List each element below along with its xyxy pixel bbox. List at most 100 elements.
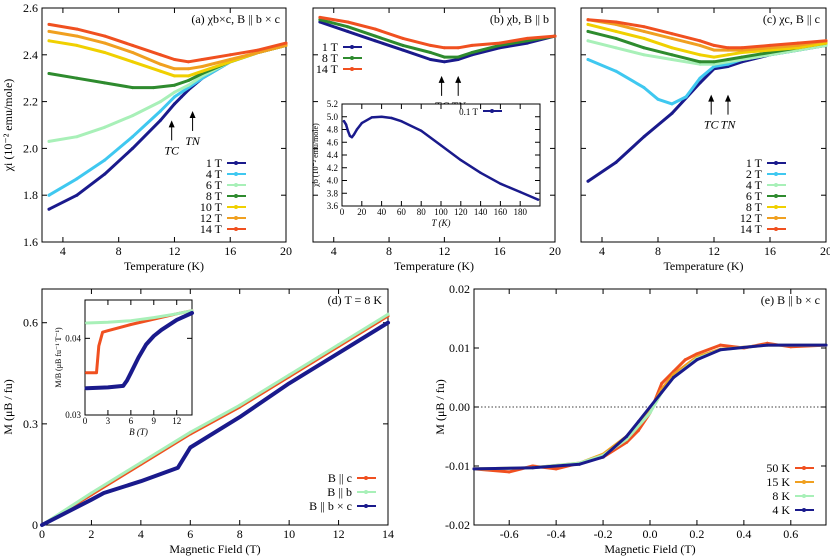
data-point bbox=[89, 491, 93, 495]
data-point bbox=[346, 25, 350, 29]
data-point bbox=[456, 46, 460, 50]
x-axis-label: Temperature (K) bbox=[124, 259, 204, 273]
y-tick-label: 0.6 bbox=[23, 316, 38, 330]
x-tick-label: -0.6 bbox=[500, 527, 519, 541]
data-point bbox=[47, 139, 51, 143]
data-point bbox=[159, 109, 162, 113]
data-point bbox=[459, 158, 462, 162]
data-point bbox=[642, 53, 646, 57]
data-point bbox=[740, 46, 744, 50]
legend-label: B || b × c bbox=[309, 499, 352, 513]
y-tick-label: 3.6 bbox=[327, 201, 339, 211]
data-point bbox=[47, 22, 51, 26]
data-point bbox=[768, 51, 772, 54]
legend-marker bbox=[234, 194, 238, 198]
panel-a: 4 8 12 16 20 1.6 1.8 2.0 2.2 2.4 2.6 Temperature (K… bbox=[1, 1, 292, 273]
x-tick-label: 12 bbox=[172, 416, 181, 426]
x-tick-label: 12 bbox=[168, 244, 180, 258]
data-point bbox=[726, 46, 730, 50]
data-point bbox=[346, 129, 350, 132]
data-point bbox=[740, 55, 744, 59]
legend-marker bbox=[774, 161, 778, 165]
data-point bbox=[228, 58, 232, 61]
data-point bbox=[642, 36, 646, 40]
x-tick-label: 8 bbox=[655, 244, 661, 258]
x-tick-label: 16 bbox=[494, 244, 506, 258]
data-point bbox=[131, 135, 135, 139]
data-point bbox=[670, 111, 674, 115]
data-point bbox=[173, 58, 176, 61]
data-point bbox=[85, 371, 88, 374]
x-tick-label: 20 bbox=[280, 244, 292, 258]
y-tick-label: 0.3 bbox=[23, 417, 38, 431]
data-point bbox=[614, 46, 618, 50]
data-point bbox=[47, 207, 51, 211]
data-point bbox=[578, 462, 582, 466]
data-point bbox=[352, 133, 356, 136]
data-point bbox=[238, 403, 242, 407]
series-line-1-T bbox=[586, 43, 828, 183]
data-point bbox=[173, 90, 176, 94]
data-point bbox=[47, 29, 51, 33]
data-point bbox=[186, 79, 190, 82]
data-point bbox=[636, 420, 640, 424]
annotation-arrowhead bbox=[708, 94, 715, 102]
legend-marker bbox=[234, 227, 238, 231]
data-point bbox=[400, 120, 403, 123]
data-point bbox=[103, 125, 107, 129]
legend-label: 12 T bbox=[200, 211, 223, 225]
series-line-6-T bbox=[47, 43, 288, 143]
data-point bbox=[159, 53, 162, 57]
x-axis-label: Magnetic Field (T) bbox=[169, 542, 260, 556]
data-point bbox=[186, 60, 190, 64]
data-point bbox=[683, 358, 687, 362]
legend-marker bbox=[234, 172, 238, 176]
data-point bbox=[636, 429, 640, 433]
data-point bbox=[642, 29, 646, 33]
panel-title: (b) χb, B || b bbox=[490, 12, 549, 26]
data-point bbox=[106, 321, 110, 324]
data-point bbox=[131, 86, 135, 90]
y-tick-label: 2.6 bbox=[23, 1, 38, 15]
y-tick-label: 1.6 bbox=[23, 235, 38, 249]
x-tick-label: 0 bbox=[39, 527, 45, 541]
y-tick-label: 4.2 bbox=[327, 163, 338, 173]
legend-marker bbox=[234, 205, 238, 209]
y-axis-label: M (μB / fu) bbox=[433, 379, 447, 434]
data-point bbox=[75, 135, 79, 139]
data-point bbox=[373, 27, 377, 31]
data-point bbox=[337, 351, 341, 355]
legend-label: 8 T bbox=[322, 51, 339, 65]
data-point bbox=[159, 62, 162, 66]
data-point bbox=[656, 97, 660, 101]
legend-label: 1 T bbox=[322, 40, 339, 54]
legend-marker bbox=[802, 480, 806, 484]
panel-title: (e) B || b × c bbox=[761, 293, 820, 307]
x-tick-label: 16 bbox=[224, 244, 236, 258]
series-line-B-b bbox=[85, 309, 194, 325]
legend-label: 4 T bbox=[746, 178, 763, 192]
data-point bbox=[344, 123, 348, 126]
data-point bbox=[670, 53, 674, 57]
data-point bbox=[479, 171, 482, 174]
data-point bbox=[614, 20, 618, 24]
panel-b-inset: 0 20 40 60 80 100 120 140 160 180 3.6 3.8 4.0 4.2 4.4 4… bbox=[311, 99, 541, 228]
data-point bbox=[106, 329, 110, 332]
y-tick-label: 0.02 bbox=[449, 282, 470, 296]
legend-marker bbox=[774, 227, 778, 231]
x-tick-label: 0.4 bbox=[736, 527, 751, 541]
data-point bbox=[380, 115, 383, 119]
x-tick-label: 8 bbox=[237, 527, 243, 541]
data-point bbox=[726, 48, 730, 52]
legend-marker bbox=[350, 45, 354, 49]
data-point bbox=[768, 43, 772, 47]
y-tick-label: -0.02 bbox=[445, 518, 470, 532]
data-point bbox=[75, 43, 79, 47]
data-point bbox=[346, 20, 350, 24]
data-point bbox=[131, 43, 135, 47]
annotation-arrowhead bbox=[189, 110, 196, 118]
x-tick-label: 4 bbox=[599, 244, 605, 258]
data-point bbox=[152, 334, 155, 338]
data-point bbox=[442, 60, 446, 64]
data-point bbox=[129, 371, 133, 374]
